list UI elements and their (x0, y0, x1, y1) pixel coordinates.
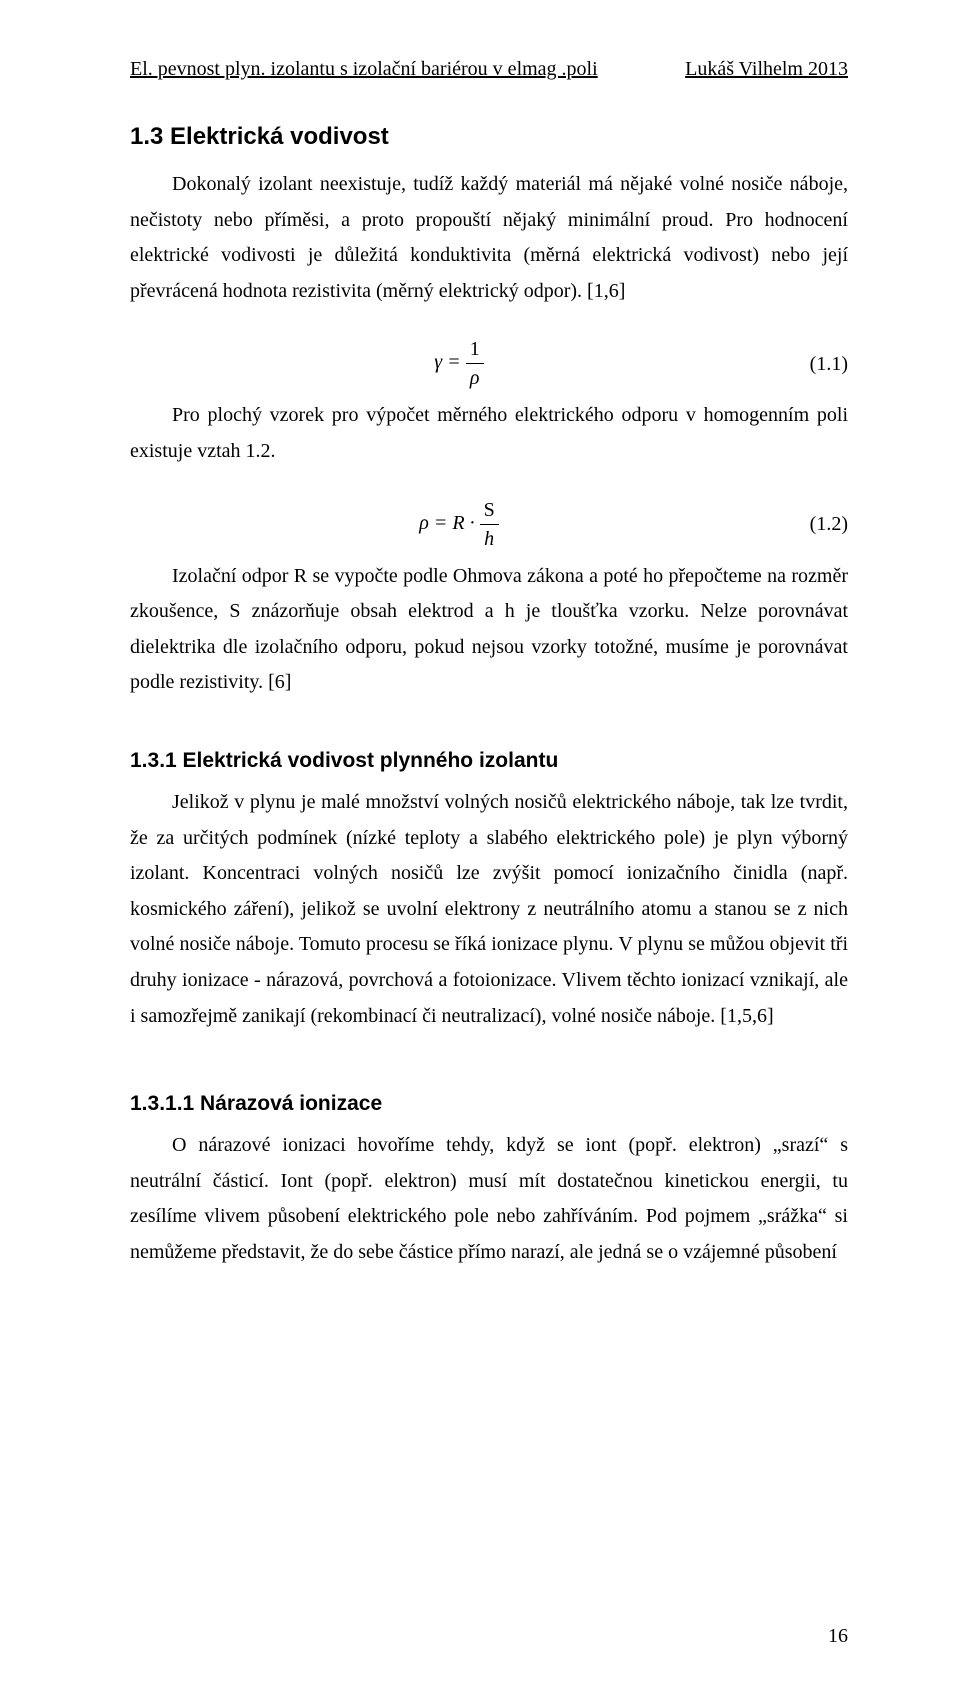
page-number: 16 (828, 1625, 848, 1648)
eq1-lhs: γ = (434, 351, 460, 373)
eq1-label: (1.1) (788, 350, 848, 378)
eq2-den: h (480, 525, 499, 553)
eq1-num: 1 (466, 335, 484, 364)
eq1-den: ρ (466, 364, 484, 392)
eq2-fraction: S h (480, 496, 499, 553)
para-1-3-c: Izolační odpor R se vypočte podle Ohmova… (130, 559, 848, 701)
header-left: El. pevnost plyn. izolantu s izolační ba… (130, 58, 598, 81)
eq2-lhs: ρ = R · (419, 512, 474, 534)
heading-1-3: 1.3 Elektrická vodivost (130, 123, 848, 151)
equation-1-2-body: ρ = R · S h (130, 496, 788, 553)
heading-1-3-1: 1.3.1 Elektrická vodivost plynného izola… (130, 749, 848, 773)
heading-1-3-1-1: 1.3.1.1 Nárazová ionizace (130, 1092, 848, 1116)
para-1-3-1: Jelikož v plynu je malé množství volných… (130, 785, 848, 1034)
para-1-3-1-1: O nárazové ionizaci hovoříme tehdy, když… (130, 1128, 848, 1270)
eq2-num: S (480, 496, 499, 525)
page: El. pevnost plyn. izolantu s izolační ba… (0, 0, 960, 1692)
eq1-fraction: 1 ρ (466, 335, 484, 392)
para-1-3-a: Dokonalý izolant neexistuje, tudíž každý… (130, 167, 848, 309)
header-right: Lukáš Vilhelm 2013 (685, 58, 848, 81)
eq2-label: (1.2) (788, 510, 848, 538)
equation-1-1: γ = 1 ρ (1.1) (130, 335, 848, 392)
running-header: El. pevnost plyn. izolantu s izolační ba… (130, 58, 848, 81)
equation-1-1-body: γ = 1 ρ (130, 335, 788, 392)
equation-1-2: ρ = R · S h (1.2) (130, 496, 848, 553)
para-1-3-b: Pro plochý vzorek pro výpočet měrného el… (130, 398, 848, 469)
